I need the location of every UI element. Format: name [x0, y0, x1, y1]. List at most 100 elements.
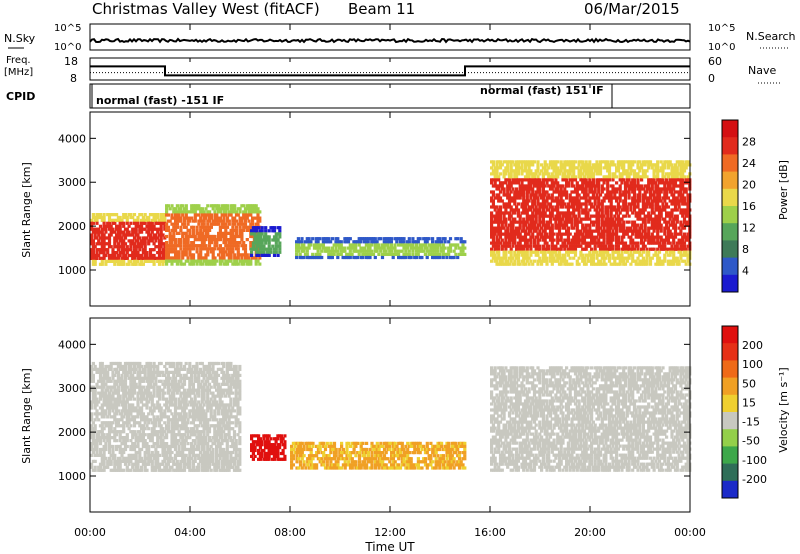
range-gate-cell	[491, 256, 495, 260]
range-gate-cell	[504, 202, 508, 206]
range-gate-cell	[431, 243, 435, 247]
range-gate-cell	[204, 234, 208, 239]
range-gate-cell	[666, 253, 670, 257]
range-gate-cell	[538, 181, 542, 185]
range-gate-cell	[563, 169, 567, 173]
range-gate-cell	[623, 262, 628, 266]
range-gate-cell	[593, 166, 597, 170]
range-gate-cell	[523, 250, 528, 254]
range-gate-cell	[632, 220, 637, 224]
range-gate-cell	[595, 193, 599, 197]
range-gate-cell	[665, 247, 669, 251]
range-gate-cell	[127, 253, 131, 258]
range-gate-cell	[591, 181, 595, 185]
range-gate-cell	[354, 255, 358, 260]
range-gate-cell	[134, 456, 138, 460]
range-gate-cell	[497, 160, 501, 164]
range-gate-cell	[337, 246, 342, 250]
range-gate-cell	[132, 468, 137, 472]
range-gate-cell	[604, 205, 608, 209]
range-gate-cell	[495, 235, 499, 239]
range-gate-cell	[495, 205, 499, 209]
range-gate-cell	[581, 181, 585, 185]
range-gate-cell	[631, 184, 635, 188]
range-gate-cell	[243, 213, 248, 217]
range-gate-cell	[534, 193, 538, 197]
range-gate-cell	[570, 175, 574, 179]
range-gate-cell	[631, 160, 635, 164]
range-gate-cell	[577, 214, 581, 218]
range-gate-cell	[98, 394, 103, 398]
range-gate-cell	[100, 239, 104, 243]
range-gate-cell	[629, 208, 633, 212]
range-gate-cell	[443, 240, 447, 244]
range-gate-cell	[684, 181, 688, 185]
range-gate-cell	[575, 232, 579, 236]
range-gate-cell	[111, 403, 115, 407]
range-gate-cell	[100, 421, 104, 425]
range-gate-cell	[231, 204, 235, 208]
range-gate-cell	[643, 169, 647, 173]
range-gate-cell	[202, 228, 206, 232]
range-gate-cell	[588, 253, 592, 257]
range-gate-cell	[536, 160, 540, 164]
range-gate-cell	[134, 436, 138, 440]
range-gate-cell	[159, 218, 163, 222]
range-gate-cell	[507, 196, 512, 200]
range-gate-cell	[509, 229, 513, 233]
range-gate-cell	[629, 238, 633, 242]
range-gate-cell	[197, 219, 201, 223]
range-gate-cell	[566, 217, 570, 221]
range-gate-cell	[208, 244, 212, 248]
range-gate-cell	[123, 436, 128, 440]
range-gate-cell	[323, 249, 327, 253]
range-gate-cell	[143, 259, 147, 263]
range-gate-cell	[597, 223, 601, 227]
range-gate-cell	[113, 253, 117, 258]
range-gate-cell	[686, 175, 690, 179]
range-gate-cell	[233, 228, 237, 232]
range-gate-cell	[190, 234, 194, 239]
range-gate-cell	[615, 232, 619, 236]
range-gate-cell	[145, 251, 149, 255]
range-gate-cell	[613, 226, 617, 230]
range-gate-cell	[606, 166, 610, 170]
range-gate-cell	[148, 227, 153, 231]
range-gate-cell	[529, 160, 533, 164]
range-gate-cell	[111, 253, 115, 258]
range-gate-cell	[461, 243, 465, 247]
range-gate-cell	[116, 400, 120, 404]
range-gate-cell	[663, 247, 667, 251]
range-gate-cell	[495, 169, 499, 173]
range-gate-cell	[491, 199, 495, 203]
range-gate-cell	[657, 241, 662, 245]
range-gate-cell	[541, 175, 545, 179]
range-gate-cell	[159, 245, 163, 249]
range-gate-cell	[206, 204, 210, 208]
range-gate-cell	[506, 184, 510, 188]
range-gate-cell	[125, 397, 129, 401]
range-gate-cell	[629, 241, 633, 245]
range-gate-cell	[172, 225, 176, 229]
range-gate-cell	[150, 221, 154, 225]
range-gate-cell	[141, 242, 145, 246]
range-gate-cell	[520, 259, 524, 263]
range-gate-cell	[238, 207, 242, 211]
range-gate-cell	[522, 253, 526, 257]
range-gate-cell	[606, 247, 610, 251]
range-gate-cell	[509, 190, 513, 194]
range-gate-cell	[113, 433, 117, 437]
range-gate-cell	[677, 184, 681, 188]
range-gate-cell	[131, 462, 135, 466]
range-gate-cell	[122, 427, 126, 431]
range-gate-cell	[632, 205, 637, 209]
range-gate-cell	[670, 223, 674, 227]
range-gate-cell	[575, 241, 579, 245]
range-gate-cell	[122, 262, 126, 266]
range-gate-cell	[182, 250, 187, 254]
range-gate-cell	[657, 259, 662, 263]
range-gate-cell	[127, 224, 131, 228]
range-gate-cell	[582, 187, 587, 191]
range-gate-cell	[529, 241, 533, 245]
range-gate-cell	[320, 249, 324, 253]
